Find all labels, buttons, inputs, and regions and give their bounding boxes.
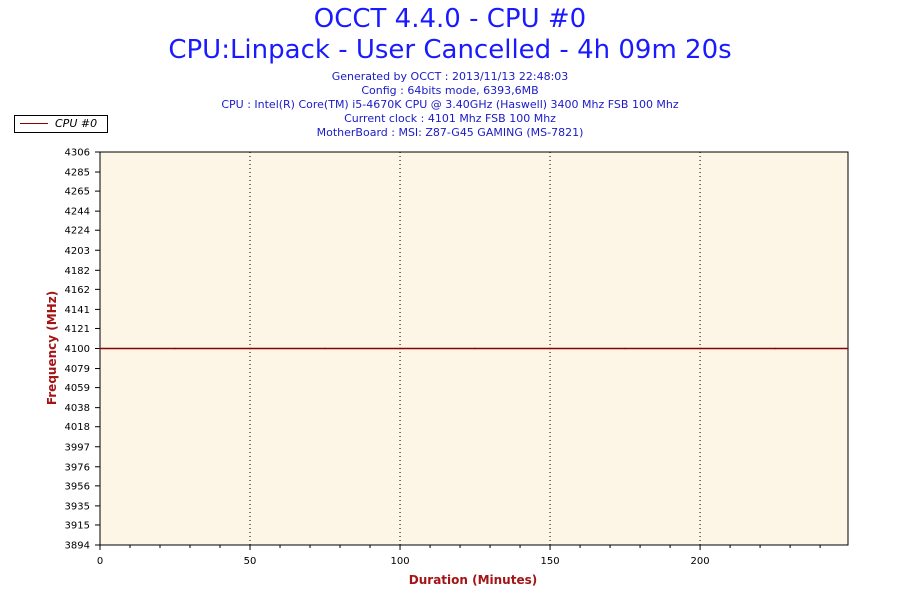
series-point <box>699 347 701 350</box>
series-point <box>624 347 626 350</box>
x-axis-label: Duration (Minutes) <box>409 573 537 587</box>
y-tick-label: 4038 <box>65 403 90 414</box>
y-tick-label: 4162 <box>65 285 90 296</box>
y-tick-label: 4203 <box>65 246 90 257</box>
y-tick-label: 4100 <box>65 344 90 355</box>
x-tick-label: 150 <box>541 556 560 567</box>
series-point <box>324 347 326 350</box>
series-point <box>774 347 776 350</box>
chart-title: OCCT 4.4.0 - CPU #0 <box>313 4 587 34</box>
x-tick-label: 50 <box>244 556 257 567</box>
series-layer <box>99 347 849 350</box>
y-tick-label: 4059 <box>65 383 90 394</box>
y-tick-label: 3894 <box>65 541 90 552</box>
y-tick-label: 4306 <box>65 148 90 159</box>
y-tick-label: 3956 <box>65 481 90 492</box>
y-tick-label: 4285 <box>65 168 90 179</box>
series-point <box>549 347 551 350</box>
x-tick-label: 0 <box>97 556 103 567</box>
y-tick-label: 4079 <box>65 364 90 375</box>
series-point <box>249 347 251 350</box>
info-motherboard: MotherBoard : MSI: Z87-G45 GAMING (MS-78… <box>316 126 584 139</box>
y-tick-label: 3935 <box>65 501 90 512</box>
info-block: Generated by OCCT : 2013/11/13 22:48:03 … <box>0 70 900 140</box>
series-point <box>174 347 176 350</box>
series-point <box>399 347 401 350</box>
y-tick-label: 3976 <box>65 462 90 473</box>
y-axis-label: Frequency (MHz) <box>45 291 59 405</box>
series-point <box>99 347 101 350</box>
y-tick-label: 4018 <box>65 422 90 433</box>
y-axis-ticks: 4306 4285 4265 4244 4224 4203 4182 4162 4141 4121… <box>65 148 100 552</box>
series-point <box>474 347 476 350</box>
info-cpu: CPU : Intel(R) Core(TM) i5-4670K CPU @ 3… <box>221 98 679 111</box>
legend: CPU #0 <box>14 115 108 133</box>
y-tick-label: 4244 <box>65 207 90 218</box>
y-tick-label: 3997 <box>65 442 90 453</box>
y-tick-label: 4224 <box>65 226 90 237</box>
y-tick-label: 4182 <box>65 266 90 277</box>
y-tick-label: 4141 <box>65 305 90 316</box>
info-config: Config : 64bits mode, 6393,6MB <box>361 84 539 97</box>
y-tick-label: 4265 <box>65 187 90 198</box>
info-current-clock: Current clock : 4101 Mhz FSB 100 Mhz <box>344 112 556 125</box>
y-tick-label: 4121 <box>65 324 90 335</box>
chart-subtitle: CPU:Linpack - User Cancelled - 4h 09m 20… <box>168 35 732 65</box>
x-tick-label: 100 <box>390 556 409 567</box>
x-axis-ticks: 0 50 100 150 200 <box>97 545 821 567</box>
x-tick-label: 200 <box>691 556 710 567</box>
series-point <box>847 347 849 350</box>
y-tick-label: 3915 <box>65 520 90 531</box>
legend-swatch-cpu0 <box>20 123 48 124</box>
info-generated: Generated by OCCT : 2013/11/13 22:48:03 <box>331 70 569 83</box>
legend-label-cpu0: CPU #0 <box>55 117 98 130</box>
